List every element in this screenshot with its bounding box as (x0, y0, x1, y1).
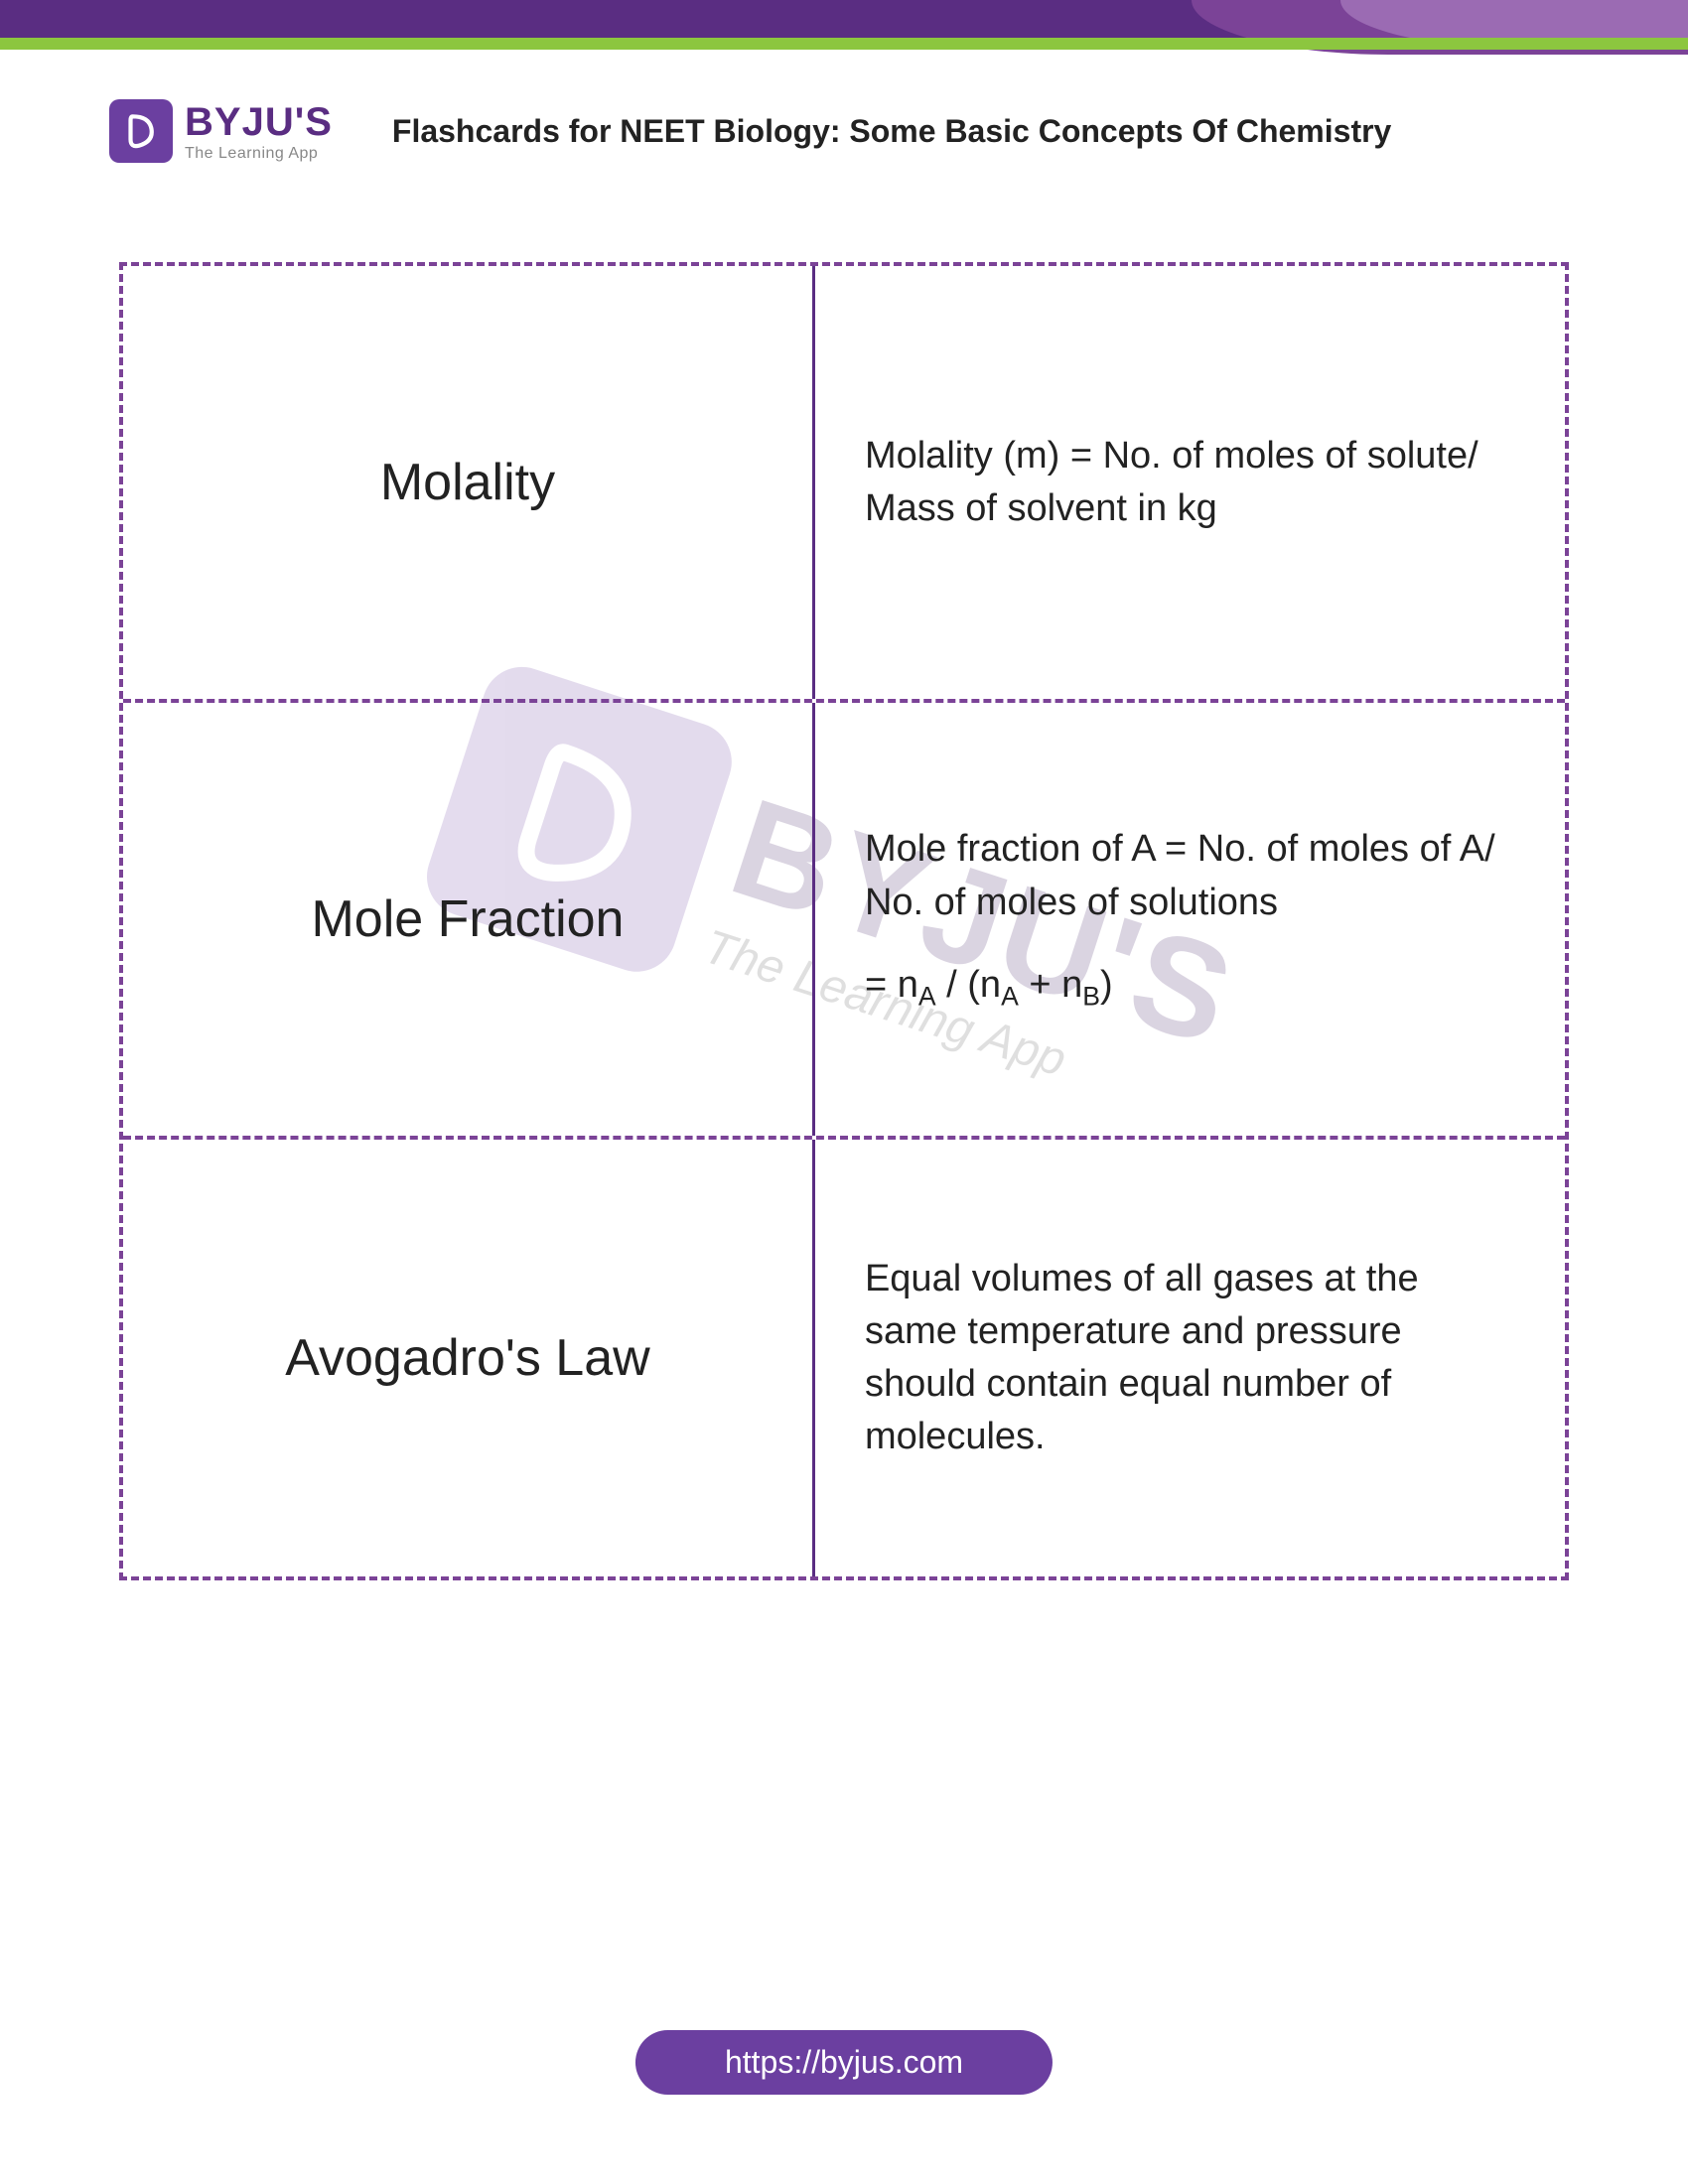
brand-logo: BYJU'S The Learning App (109, 99, 333, 163)
flashcard-row: Mole Fraction Mole fraction of A = No. o… (123, 703, 1565, 1140)
flashcard-definition: Molality (m) = No. of moles of solute/ M… (815, 266, 1565, 699)
flashcard-definition: Mole fraction of A = No. of moles of A/ … (815, 703, 1565, 1136)
footer-url-text: https://byjus.com (725, 2044, 963, 2080)
definition-text: Molality (m) = No. of moles of solute/ M… (865, 430, 1515, 535)
flashcard-row: Avogadro's Law Equal volumes of all gase… (123, 1140, 1565, 1576)
brand-tagline: The Learning App (185, 145, 333, 163)
top-banner (0, 0, 1688, 60)
flashcard-definition: Equal volumes of all gases at the same t… (815, 1140, 1565, 1576)
flashcard-grid: Molality Molality (m) = No. of moles of … (119, 262, 1569, 1580)
definition-formula: = nA / (nA + nB) (865, 959, 1113, 1016)
definition-text: Mole fraction of A = No. of moles of A/ … (865, 823, 1515, 928)
flashcard-term: Avogadro's Law (123, 1140, 815, 1576)
flashcard-term: Mole Fraction (123, 703, 815, 1136)
footer-url-pill[interactable]: https://byjus.com (635, 2030, 1053, 2095)
flashcard-row: Molality Molality (m) = No. of moles of … (123, 266, 1565, 703)
definition-text: Equal volumes of all gases at the same t… (865, 1253, 1515, 1464)
header-row: BYJU'S The Learning App Flashcards for N… (0, 60, 1688, 183)
brand-name: BYJU'S (185, 100, 333, 145)
banner-stripe-green (0, 38, 1688, 50)
logo-badge-icon (109, 99, 173, 163)
flashcard-term: Molality (123, 266, 815, 699)
page-title: Flashcards for NEET Biology: Some Basic … (372, 113, 1579, 150)
